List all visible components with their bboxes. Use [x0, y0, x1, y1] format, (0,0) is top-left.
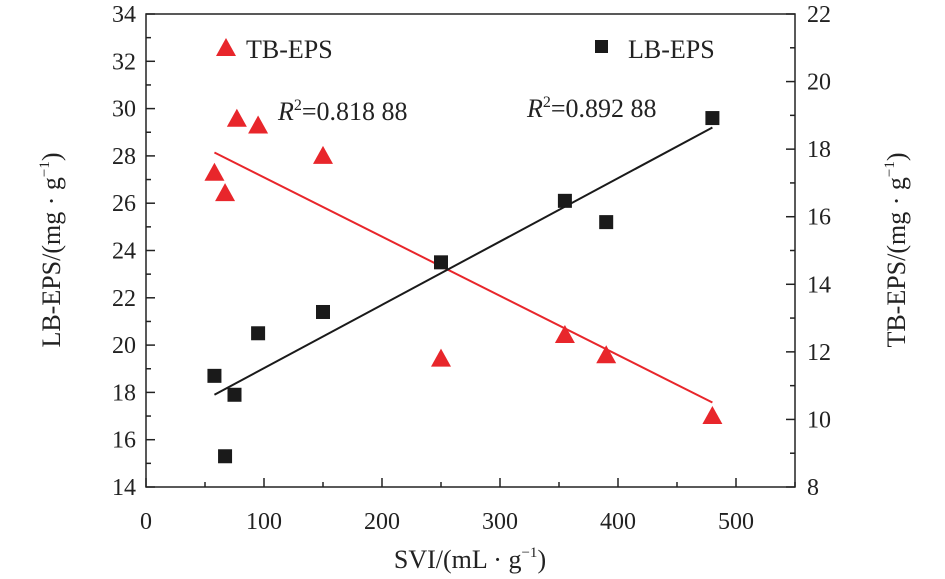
data-point-lb-eps	[434, 255, 448, 270]
x-axis-title-end: )	[537, 545, 546, 574]
data-point-lb-eps	[557, 193, 572, 208]
r2-annotation-tb-eps: R2=0.818 88	[277, 97, 408, 126]
y-left-tick-label: 26	[112, 191, 136, 217]
r2-value: =0.818 88	[302, 97, 408, 126]
y-left-tick-label: 20	[112, 333, 136, 359]
data-point-tb-eps	[215, 183, 236, 202]
data-point-lb-eps	[599, 215, 614, 230]
x-tick-label: 0	[140, 509, 152, 535]
left-y-axis-title-end: )	[37, 152, 66, 161]
data-point-lb-eps	[207, 368, 222, 383]
data-point-lb-eps	[705, 111, 720, 126]
y-right-tick-label: 8	[807, 475, 819, 501]
data-point-tb-eps	[596, 345, 617, 364]
y-right-tick-label: 12	[807, 340, 831, 366]
y-right-tick-label: 20	[807, 70, 831, 96]
legend-label-tb-eps: TB-EPS	[246, 35, 333, 64]
r2-superscript: 2	[543, 94, 551, 111]
y-left-tick-label: 14	[112, 475, 136, 501]
data-point-lb-eps	[251, 326, 266, 341]
r2-symbol: R	[526, 94, 543, 123]
x-tick-label: 500	[718, 509, 754, 535]
y-right-tick-label: 14	[807, 272, 831, 298]
x-axis-title-text: SVI/(mL · g	[394, 545, 522, 574]
plot-frame	[145, 13, 796, 488]
right-y-axis-title-end: )	[882, 152, 911, 161]
r2-value: =0.892 88	[551, 94, 657, 123]
x-tick-label: 300	[482, 509, 518, 535]
axis-ticks: 0 100 200 300 400 500141618202224262830323481…	[112, 2, 831, 535]
y-left-tick-label: 16	[112, 428, 136, 454]
data-point-lb-eps	[227, 387, 242, 402]
r2-symbol: R	[277, 97, 294, 126]
y-left-tick-label: 34	[112, 2, 136, 28]
data-point-tb-eps	[554, 324, 575, 343]
data-point-tb-eps	[702, 406, 723, 425]
y-left-tick-label: 24	[112, 239, 136, 265]
y-left-tick-label: 30	[112, 97, 136, 123]
legend-label-lb-eps: LB-EPS	[628, 35, 715, 64]
right-y-axis-title: TB-EPS/(mg · g−1)	[882, 152, 911, 347]
y-left-tick-label: 28	[112, 144, 136, 170]
chart-marks	[204, 108, 723, 464]
data-point-tb-eps	[248, 115, 269, 134]
right-y-axis-title-text: TB-EPS/(mg · g	[882, 177, 911, 347]
fit-line-tb-eps	[213, 151, 713, 404]
legend-marker-lb-eps	[595, 40, 608, 53]
x-axis-title-sup: −1	[521, 545, 537, 561]
legend-marker-tb-eps	[216, 38, 236, 56]
right-y-axis-title-sup: −1	[882, 161, 898, 177]
r2-superscript: 2	[294, 97, 302, 114]
y-right-tick-label: 18	[807, 137, 831, 163]
left-y-axis-title-sup: −1	[37, 161, 53, 177]
y-right-tick-label: 22	[807, 2, 831, 28]
data-point-lb-eps	[218, 449, 233, 464]
data-point-tb-eps	[226, 108, 247, 127]
y-left-tick-label: 32	[112, 49, 136, 75]
data-point-lb-eps	[316, 304, 330, 319]
y-right-tick-label: 16	[807, 205, 831, 231]
data-point-tb-eps	[313, 145, 333, 164]
x-tick-label: 100	[246, 509, 282, 535]
left-y-axis-title: LB-EPS/(mg · g−1)	[37, 152, 66, 347]
left-y-axis-title-text: LB-EPS/(mg · g	[37, 177, 66, 347]
data-point-tb-eps	[431, 348, 451, 367]
y-right-tick-label: 10	[807, 407, 831, 433]
x-axis-title: SVI/(mL · g−1)	[394, 545, 546, 574]
x-tick-label: 400	[600, 509, 636, 535]
fit-line-lb-eps	[213, 126, 713, 396]
data-point-tb-eps	[204, 162, 225, 181]
r2-annotation-lb-eps: R2=0.892 88	[526, 94, 657, 123]
y-left-tick-label: 22	[112, 286, 136, 312]
y-left-tick-label: 18	[112, 380, 136, 406]
x-tick-label: 200	[364, 509, 400, 535]
